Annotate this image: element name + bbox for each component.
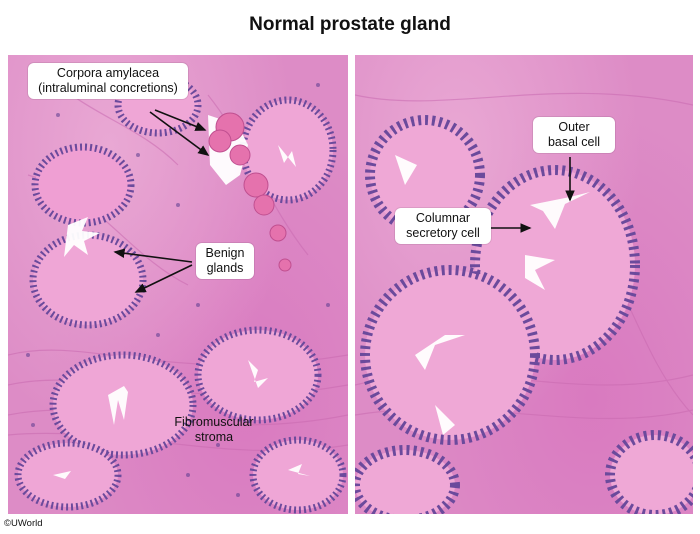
label-fibromuscular-stroma: Fibromuscular stroma bbox=[174, 415, 254, 444]
label-corpora-amylacea: Corpora amylacea (intraluminal concretio… bbox=[28, 63, 188, 99]
histology-left-illustration bbox=[8, 73, 348, 514]
benign-gland-shapes bbox=[14, 73, 347, 514]
figure-title: Normal prostate gland bbox=[249, 14, 451, 35]
corpora-amylacea-shapes bbox=[208, 112, 292, 272]
label-outer-basal-cell: Outer basal cell bbox=[533, 117, 615, 153]
label-columnar-secretory-cell: Columnar secretory cell bbox=[395, 208, 491, 244]
gland-shapes-right bbox=[355, 115, 693, 514]
copyright-credit: ©UWorld bbox=[4, 518, 43, 529]
micrograph-left bbox=[8, 55, 348, 514]
label-benign-glands: Benign glands bbox=[196, 243, 254, 279]
histology-right-illustration bbox=[355, 92, 693, 514]
micrograph-right bbox=[355, 55, 693, 514]
